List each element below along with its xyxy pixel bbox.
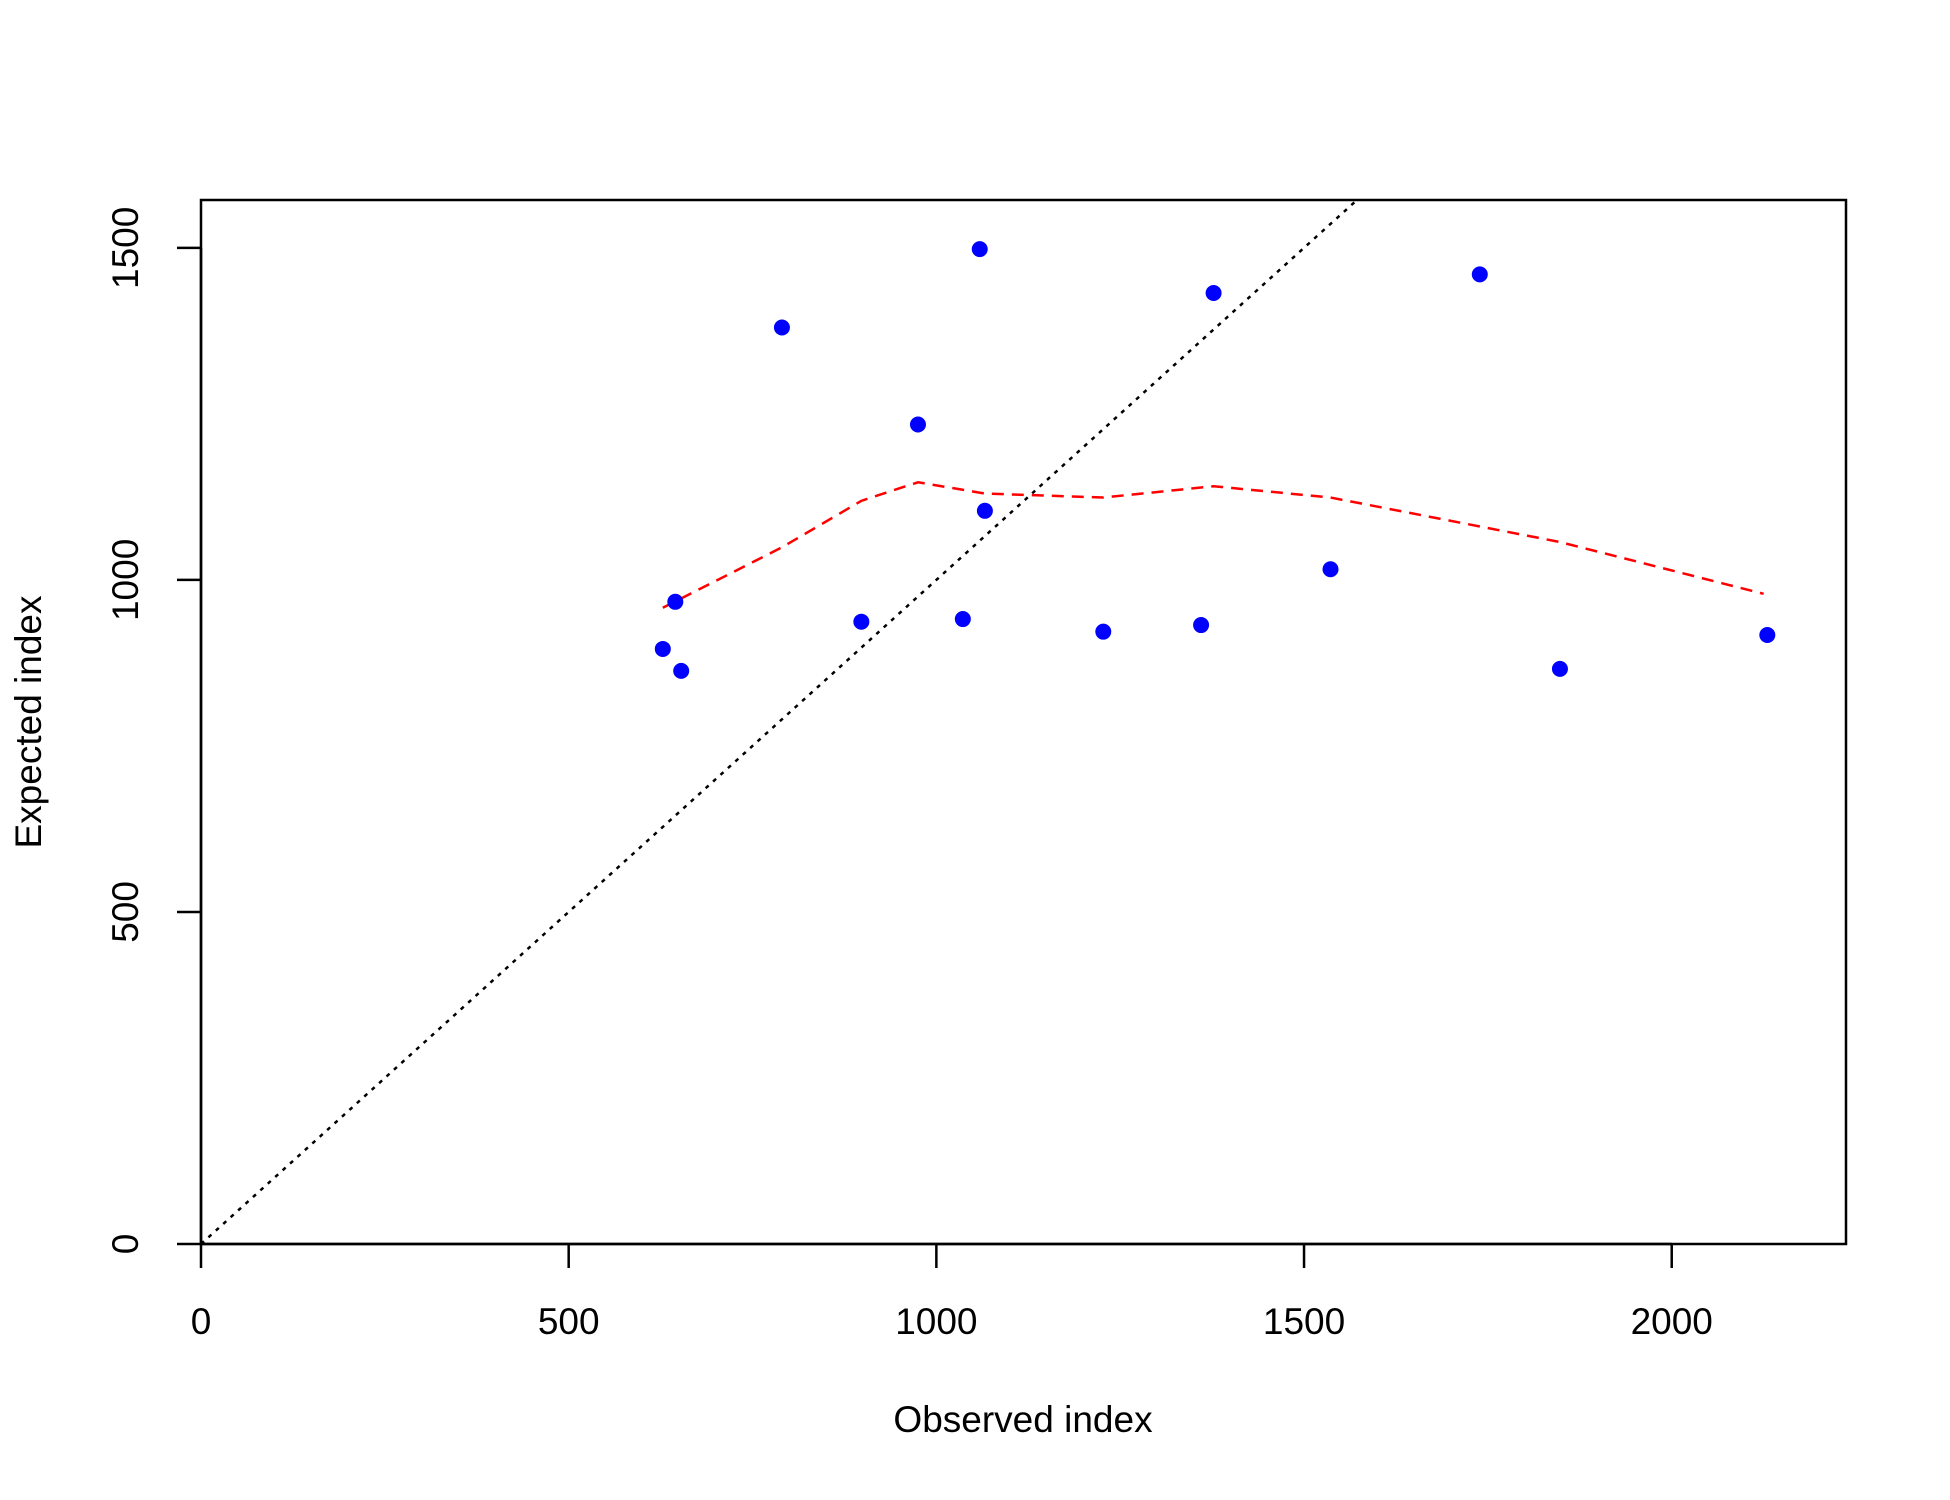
data-point — [954, 611, 971, 628]
data-point — [909, 416, 926, 433]
x-axis-title: Observed index — [893, 1399, 1153, 1440]
x-tick-label: 500 — [538, 1301, 600, 1342]
data-point — [673, 662, 690, 679]
x-tick-label: 2000 — [1631, 1301, 1713, 1342]
x-tick-label: 1000 — [895, 1301, 977, 1342]
data-point — [654, 640, 671, 657]
data-point — [971, 241, 988, 258]
data-point — [1322, 561, 1339, 578]
y-tick-label: 500 — [105, 881, 146, 943]
x-tick-label: 0 — [191, 1301, 212, 1342]
y-tick-label: 0 — [105, 1234, 146, 1255]
y-tick-label: 1500 — [105, 207, 146, 289]
data-point — [853, 613, 870, 630]
data-point — [1551, 660, 1568, 677]
y-axis-title: Expected index — [8, 595, 49, 849]
data-point — [1471, 266, 1488, 283]
x-tick-label: 1500 — [1263, 1301, 1345, 1342]
data-point — [1205, 284, 1222, 301]
data-point — [1759, 627, 1776, 643]
data-point — [976, 502, 993, 519]
y-tick-label: 1000 — [105, 539, 146, 621]
reference-line — [201, 200, 1359, 1244]
data-point — [1095, 623, 1112, 640]
data-point — [667, 593, 684, 610]
data-point — [773, 319, 790, 336]
data-point — [1193, 617, 1210, 634]
plot-box — [199, 198, 1848, 1246]
fit-line — [662, 480, 1764, 609]
